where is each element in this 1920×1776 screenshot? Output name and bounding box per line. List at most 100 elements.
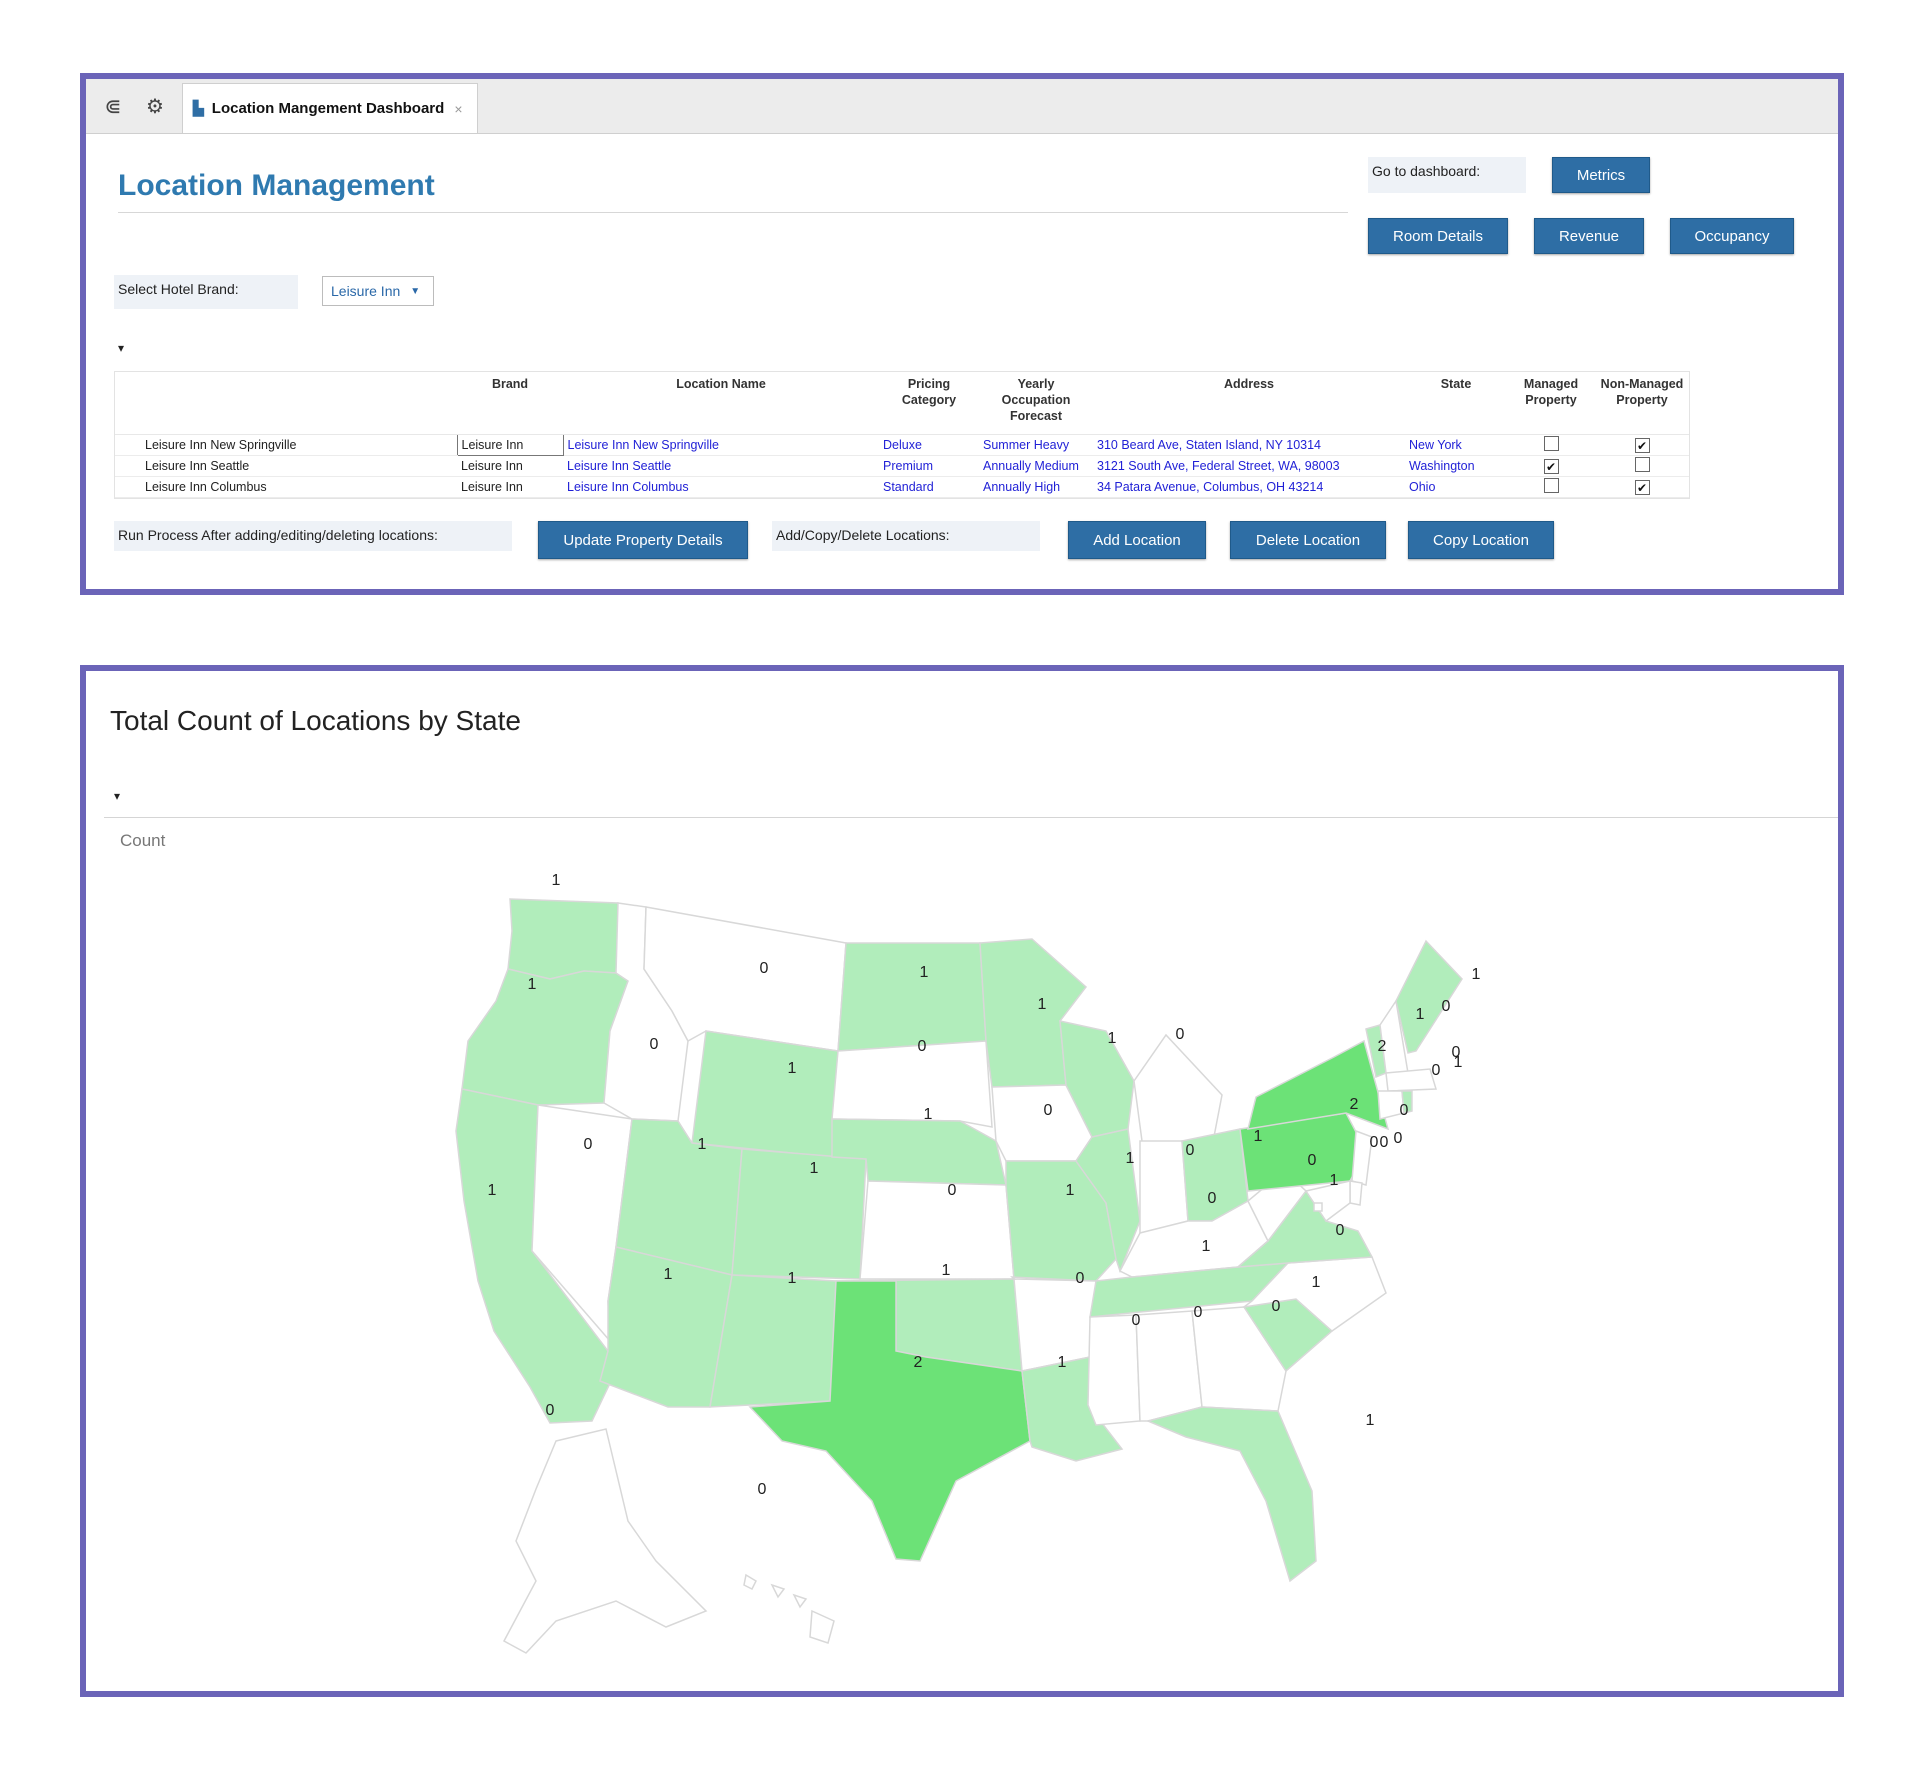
close-icon[interactable]: × xyxy=(454,100,463,117)
state-sd[interactable] xyxy=(831,1040,993,1128)
state-or[interactable] xyxy=(461,968,629,1106)
state-tx[interactable] xyxy=(748,1280,1031,1562)
state-hi[interactable] xyxy=(743,1573,835,1644)
count-label-wy: 1 xyxy=(788,1060,797,1077)
count-label-pa: 2 xyxy=(1350,1096,1359,1113)
state-wa[interactable] xyxy=(507,898,619,980)
update-property-details-button[interactable]: Update Property Details xyxy=(538,521,748,559)
state-ga[interactable] xyxy=(1191,1306,1287,1412)
state-ks[interactable] xyxy=(859,1180,1015,1280)
count-label-oh: 1 xyxy=(1254,1128,1263,1145)
location-name-link[interactable]: Leisure Inn Columbus xyxy=(563,476,879,498)
copy-location-button[interactable]: Copy Location xyxy=(1408,521,1554,559)
address-cell[interactable]: 3121 South Ave, Federal Street, WA, 9800… xyxy=(1093,455,1405,477)
metrics-button[interactable]: Metrics xyxy=(1552,157,1650,193)
column-header-yearly-forecast[interactable]: Yearly Occupation Forecast xyxy=(979,372,1093,435)
pricing-cell[interactable]: Standard xyxy=(879,476,979,498)
forecast-cell[interactable]: Summer Heavy xyxy=(979,434,1093,456)
state-dc[interactable] xyxy=(1313,1202,1323,1212)
table-row[interactable]: Leisure Inn Seattle Leisure Inn Leisure … xyxy=(115,455,1689,477)
count-label-ca: 1 xyxy=(488,1182,497,1199)
row-label: Leisure Inn Seattle xyxy=(115,455,457,477)
state-mi[interactable] xyxy=(1133,1033,1223,1152)
managed-checkbox[interactable] xyxy=(1543,478,1559,493)
non-managed-checkbox[interactable]: ✔ xyxy=(1634,479,1650,495)
pricing-cell[interactable]: Deluxe xyxy=(879,434,979,456)
state-ms[interactable] xyxy=(1087,1314,1141,1426)
hotel-brand-select[interactable]: Leisure Inn ▼ xyxy=(322,276,434,306)
state-cell[interactable]: Washington xyxy=(1405,455,1507,477)
count-label-vt: 1 xyxy=(1416,1006,1425,1023)
count-label-ks: 0 xyxy=(948,1182,957,1199)
state-nm[interactable] xyxy=(709,1274,837,1408)
non-managed-checkbox[interactable]: ✔ xyxy=(1634,437,1650,453)
state-fl[interactable] xyxy=(1145,1406,1317,1583)
column-header-non-managed[interactable]: Non-Managed Property xyxy=(1595,372,1689,435)
column-header-managed[interactable]: Managed Property xyxy=(1507,372,1595,435)
state-in[interactable] xyxy=(1139,1140,1189,1234)
locations-table: Brand Location Name Pricing Category Year… xyxy=(114,371,1690,499)
table-header-row: Brand Location Name Pricing Category Year… xyxy=(115,372,1689,435)
state-ak[interactable] xyxy=(502,1428,708,1654)
location-name-link[interactable]: Leisure Inn New Springville xyxy=(563,434,879,456)
column-header-brand[interactable]: Brand xyxy=(457,372,563,435)
state-wy[interactable] xyxy=(691,1030,839,1158)
tab-bar: ⋐ ⚙ ▙ Location Mangement Dashboard × xyxy=(86,79,1838,134)
count-label-in: 0 xyxy=(1186,1142,1195,1159)
pricing-cell[interactable]: Premium xyxy=(879,455,979,477)
collapse-toggle-icon[interactable]: ▾ xyxy=(114,789,121,803)
state-il[interactable] xyxy=(1075,1128,1141,1274)
header-state-text: State xyxy=(1440,377,1472,391)
revenue-button[interactable]: Revenue xyxy=(1534,218,1644,254)
state-ri[interactable] xyxy=(1401,1090,1413,1114)
state-cell[interactable]: Ohio xyxy=(1405,476,1507,498)
state-cell[interactable]: New York xyxy=(1405,434,1507,456)
state-co[interactable] xyxy=(731,1148,867,1280)
header-brand-text: Brand xyxy=(491,377,529,391)
delete-location-button[interactable]: Delete Location xyxy=(1230,521,1386,559)
forecast-cell[interactable]: Annually Medium xyxy=(979,455,1093,477)
count-label-ri: 1 xyxy=(1454,1054,1463,1071)
state-nd[interactable] xyxy=(837,942,987,1052)
collapse-toggle-icon[interactable]: ▾ xyxy=(118,341,125,355)
state-ma[interactable] xyxy=(1385,1068,1437,1092)
add-location-button[interactable]: Add Location xyxy=(1068,521,1206,559)
managed-checkbox[interactable] xyxy=(1543,436,1559,451)
location-name-link[interactable]: Leisure Inn Seattle xyxy=(563,455,879,477)
column-header-pricing-category[interactable]: Pricing Category xyxy=(879,372,979,435)
column-header-state[interactable]: State xyxy=(1405,372,1507,435)
brand-cell[interactable]: Leisure Inn xyxy=(457,476,563,498)
column-header-location-name[interactable]: Location Name xyxy=(563,372,879,435)
count-label-nc: 0 xyxy=(1336,1222,1345,1239)
brand-cell[interactable]: Leisure Inn xyxy=(457,455,563,477)
count-label-il: 1 xyxy=(1126,1150,1135,1167)
forecast-cell[interactable]: Annually High xyxy=(979,476,1093,498)
tab-location-dashboard[interactable]: ▙ Location Mangement Dashboard × xyxy=(182,83,478,133)
table-row[interactable]: Leisure Inn Columbus Leisure Inn Leisure… xyxy=(115,476,1689,498)
count-label-wi: 1 xyxy=(1108,1030,1117,1047)
count-label-tn: 1 xyxy=(1202,1238,1211,1255)
state-al[interactable] xyxy=(1135,1310,1203,1422)
column-header-address[interactable]: Address xyxy=(1093,372,1405,435)
table-row[interactable]: Leisure Inn New Springville Leisure Inn … xyxy=(115,434,1689,456)
state-de[interactable] xyxy=(1349,1180,1363,1206)
address-cell[interactable]: 310 Beard Ave, Staten Island, NY 10314 xyxy=(1093,434,1405,456)
state-me[interactable] xyxy=(1395,939,1463,1054)
state-nj[interactable] xyxy=(1351,1129,1373,1186)
non-managed-checkbox[interactable] xyxy=(1634,457,1650,472)
count-label-al: 0 xyxy=(1194,1304,1203,1321)
brand-cell[interactable]: Leisure Inn xyxy=(456,434,564,456)
state-ar[interactable] xyxy=(1013,1278,1097,1372)
room-details-button[interactable]: Room Details xyxy=(1368,218,1508,254)
header-nonmanaged-line2: Property xyxy=(1616,393,1668,407)
count-label-sd: 0 xyxy=(918,1038,927,1055)
gear-icon[interactable]: ⚙ xyxy=(146,95,164,118)
occupancy-button[interactable]: Occupancy xyxy=(1670,218,1794,254)
address-cell[interactable]: 34 Patara Avenue, Columbus, OH 43214 xyxy=(1093,476,1405,498)
hierarchy-icon[interactable]: ⋐ xyxy=(104,95,122,118)
count-label-ms: 0 xyxy=(1132,1312,1141,1329)
managed-checkbox[interactable]: ✔ xyxy=(1543,458,1559,474)
count-label-nd: 1 xyxy=(920,964,929,981)
state-ny[interactable] xyxy=(1246,1039,1390,1131)
